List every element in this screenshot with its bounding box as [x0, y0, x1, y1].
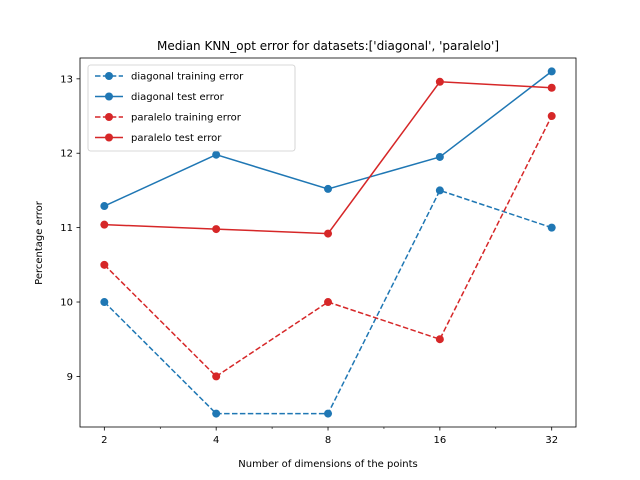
data-point-diagonal-training-error — [435, 186, 444, 195]
data-point-diagonal-training-error — [212, 409, 221, 418]
x-tick-label: 32 — [545, 435, 558, 446]
y-tick-label: 12 — [60, 149, 73, 160]
data-point-paralelo-test-error — [212, 225, 221, 234]
legend-label-diagonal-test-error: diagonal test error — [131, 92, 225, 103]
axes-frame — [79, 57, 577, 428]
series-layer — [100, 67, 556, 418]
legend-marker-paralelo-training-error — [105, 113, 113, 121]
legend-marker-paralelo-test-error — [105, 133, 113, 142]
y-tick-label: 11 — [60, 223, 73, 234]
data-point-diagonal-test-error — [547, 67, 556, 76]
y-tick-label: 9 — [67, 372, 73, 383]
x-axis-ticks: 2 4 8 16 32 — [101, 427, 558, 446]
data-point-diagonal-test-error — [212, 150, 221, 159]
x-tick-label: 2 — [101, 435, 107, 446]
y-axis-label: Percentage error — [34, 200, 45, 285]
legend: diagonal training error diagonal test err… — [87, 64, 296, 152]
data-point-paralelo-test-error — [547, 83, 556, 92]
data-point-paralelo-test-error — [100, 220, 109, 229]
data-point-paralelo-training-error — [100, 260, 109, 269]
chart-title: Median KNN_opt error for datasets:['diag… — [157, 39, 499, 53]
data-point-paralelo-training-error — [212, 372, 221, 381]
data-point-paralelo-test-error — [435, 77, 444, 86]
x-tick-label: 4 — [213, 435, 219, 446]
data-point-diagonal-test-error — [100, 202, 109, 211]
data-point-paralelo-training-error — [324, 298, 333, 307]
data-point-diagonal-test-error — [435, 152, 444, 161]
x-tick-label: 16 — [433, 435, 446, 446]
data-point-paralelo-training-error — [435, 335, 444, 344]
data-point-diagonal-training-error — [100, 298, 109, 307]
legend-box — [87, 64, 296, 152]
data-point-diagonal-training-error — [324, 409, 333, 418]
legend-marker-diagonal-training-error — [105, 72, 113, 80]
y-axis-ticks: 9 10 11 12 13 — [60, 74, 80, 383]
x-tick-label: 8 — [325, 435, 331, 446]
legend-label-paralelo-test-error: paralelo test error — [131, 133, 222, 144]
data-point-diagonal-training-error — [547, 223, 556, 232]
data-point-paralelo-test-error — [324, 229, 333, 238]
y-tick-label: 13 — [60, 74, 73, 85]
x-axis-label: Number of dimensions of the points — [238, 459, 417, 470]
legend-label-paralelo-training-error: paralelo training error — [131, 113, 242, 124]
data-point-paralelo-training-error — [547, 112, 556, 121]
legend-marker-diagonal-test-error — [105, 92, 113, 101]
legend-label-diagonal-training-error: diagonal training error — [131, 72, 244, 83]
data-point-diagonal-test-error — [324, 184, 333, 193]
y-tick-label: 10 — [60, 298, 73, 309]
